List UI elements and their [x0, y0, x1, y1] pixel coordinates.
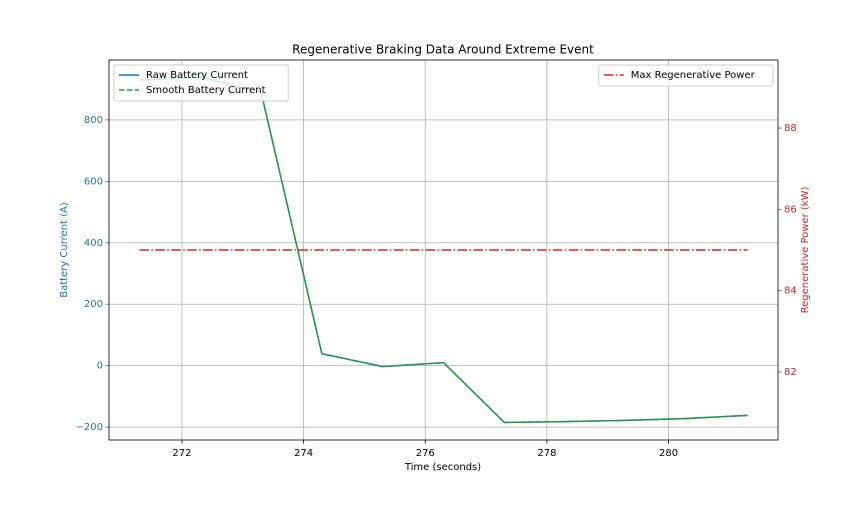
y-tick-label: 200 [84, 299, 103, 310]
y-tick-label: 800 [84, 115, 103, 126]
plot-area [139, 76, 748, 424]
x-tick-label: 280 [659, 448, 678, 459]
y2-tick-label: 88 [784, 123, 797, 134]
legend-label: Max Regenerative Power [631, 70, 756, 81]
y2-tick-label: 82 [784, 367, 797, 378]
axes-frame [108, 59, 779, 441]
y-axis-label: Battery Current (A) [59, 202, 70, 298]
x-tick-label: 278 [537, 448, 556, 459]
y2-axis-label: Regenerative Power (kW) [800, 187, 811, 314]
x-tick-label: 272 [172, 448, 191, 459]
chart-title: Regenerative Braking Data Around Extreme… [292, 43, 594, 57]
legend-box [113, 64, 289, 102]
y-tick-label: 600 [84, 176, 103, 187]
y2-tick-label: 84 [784, 286, 797, 297]
y-tick-label: 0 [97, 361, 103, 372]
x-axis-label: Time (seconds) [404, 462, 481, 473]
y-tick-label: −200 [76, 422, 103, 433]
x-tick-label: 276 [416, 448, 435, 459]
x-tick-label: 274 [294, 448, 313, 459]
legend-label: Raw Battery Current [146, 70, 248, 81]
legend-label: Smooth Battery Current [146, 85, 266, 96]
y-tick-label: 400 [84, 238, 103, 249]
legend-box [598, 64, 774, 87]
data-line [139, 76, 748, 424]
y2-tick-label: 86 [784, 204, 797, 215]
